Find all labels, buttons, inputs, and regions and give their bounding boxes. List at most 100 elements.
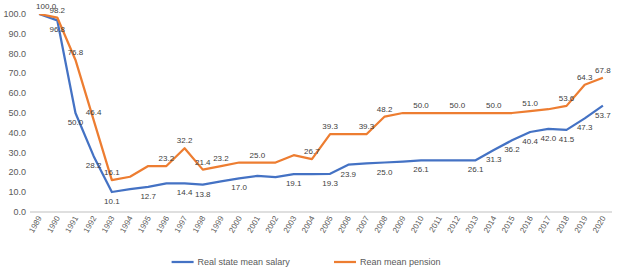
- x-tick-label: 2019: [573, 214, 590, 234]
- data-label: 36.2: [504, 145, 520, 154]
- x-tick-label: 1999: [209, 214, 226, 234]
- data-label: 50.0: [413, 101, 429, 110]
- x-tick-label: 2000: [227, 214, 244, 234]
- data-label: 39.3: [359, 122, 375, 131]
- data-label: 40.4: [522, 137, 538, 146]
- data-label: 50.0: [68, 118, 84, 127]
- x-tick-label: 2015: [500, 214, 517, 234]
- data-label: 42.0: [541, 134, 557, 143]
- data-label: 76.8: [68, 48, 84, 57]
- x-tick-label: 2016: [518, 214, 535, 234]
- series-line: [39, 14, 603, 180]
- x-tick-label: 2008: [373, 214, 390, 234]
- x-axis: [30, 212, 612, 213]
- x-tick-label: 1994: [118, 214, 135, 234]
- data-label: 21.4: [195, 158, 211, 167]
- x-tick-label: 2013: [464, 214, 481, 234]
- data-label: 23.2: [213, 154, 229, 163]
- x-tick-label: 1989: [27, 214, 44, 234]
- data-label: 41.5: [559, 135, 575, 144]
- x-tick-label: 1993: [100, 214, 117, 234]
- data-label: 46.4: [86, 108, 102, 117]
- x-tick-label: 2012: [445, 214, 462, 234]
- data-label: 98.2: [49, 6, 65, 15]
- data-label: 50.0: [450, 101, 466, 110]
- data-label: 96.8: [49, 25, 65, 34]
- x-tick-label: 1995: [136, 214, 153, 234]
- chart: 0.0 10.0 20.0 30.0 40.0 50.0 60.0 70.0 80.0 90.0 1…: [0, 0, 619, 275]
- x-tick-label: 2018: [555, 214, 572, 234]
- y-tick-label: 0.0: [13, 207, 26, 217]
- x-tick-label: 1997: [173, 214, 190, 234]
- x-tick-label: 2006: [336, 214, 353, 234]
- data-label: 26.7: [304, 147, 320, 156]
- x-tick-label: 2010: [409, 214, 426, 234]
- data-label: 26.1: [413, 165, 429, 174]
- data-label: 17.0: [231, 183, 247, 192]
- data-label: 67.8: [595, 66, 611, 75]
- tick-mark: [27, 93, 30, 94]
- tick-mark: [27, 132, 30, 133]
- x-tick-label: 2014: [482, 214, 499, 234]
- tick-mark: [27, 152, 30, 153]
- legend-label: Real state mean salary: [198, 257, 291, 267]
- y-tick-label: 80.0: [8, 49, 26, 59]
- data-label: 53.6: [559, 94, 575, 103]
- x-tick-label: 2001: [245, 214, 262, 234]
- tick-mark: [27, 172, 30, 173]
- data-label: 16.1: [104, 168, 120, 177]
- x-tick-label: 2004: [300, 214, 317, 234]
- x-tick-label: 2007: [355, 214, 372, 234]
- data-label: 19.1: [286, 179, 302, 188]
- data-label: 50.0: [486, 101, 502, 110]
- tick-mark: [27, 192, 30, 193]
- y-tick-label: 100.0: [3, 9, 26, 19]
- tick-mark: [27, 53, 30, 54]
- legend-swatch: [334, 261, 356, 263]
- x-tick-label: 1991: [64, 214, 81, 234]
- tick-mark: [27, 113, 30, 114]
- data-label: 23.2: [159, 154, 175, 163]
- y-tick-label: 40.0: [8, 128, 26, 138]
- x-tick-label: 1992: [82, 214, 99, 234]
- data-label: 14.4: [177, 188, 193, 197]
- x-tick-label: 2017: [536, 214, 553, 234]
- plot-area: [39, 14, 603, 192]
- data-label: 25.0: [377, 168, 393, 177]
- data-label: 47.3: [577, 123, 593, 132]
- tick-mark: [27, 73, 30, 74]
- data-label: 10.1: [104, 197, 120, 206]
- y-tick-label: 30.0: [8, 148, 26, 158]
- y-tick-label: 90.0: [8, 29, 26, 39]
- x-tick-label: 2003: [282, 214, 299, 234]
- x-tick-label: 2020: [591, 214, 608, 234]
- tick-mark: [27, 33, 30, 34]
- y-tick-label: 60.0: [8, 88, 26, 98]
- data-label: 19.3: [322, 179, 338, 188]
- data-label: 51.0: [522, 99, 538, 108]
- y-tick-label: 20.0: [8, 167, 26, 177]
- x-tick-label: 2011: [428, 214, 445, 234]
- x-tick-label: 2002: [264, 214, 281, 234]
- data-label: 25.0: [250, 151, 266, 160]
- legend-swatch: [172, 261, 194, 263]
- data-label: 32.2: [177, 136, 193, 145]
- data-label: 39.3: [322, 122, 338, 131]
- x-tick-label: 2009: [391, 214, 408, 234]
- x-tick-label: 1996: [154, 214, 171, 234]
- tick-mark: [27, 212, 30, 213]
- data-label: 48.2: [377, 105, 393, 114]
- series-line: [39, 14, 603, 192]
- data-label: 13.8: [195, 190, 211, 199]
- data-label: 12.7: [140, 192, 156, 201]
- data-label: 31.3: [486, 155, 502, 164]
- data-label: 26.1: [468, 165, 484, 174]
- y-tick-label: 10.0: [8, 187, 26, 197]
- x-tick-label: 1990: [45, 214, 62, 234]
- data-label: 23.9: [340, 170, 356, 179]
- y-tick-label: 70.0: [8, 68, 26, 78]
- y-tick-label: 50.0: [8, 108, 26, 118]
- legend-label: Rean mean pension: [360, 257, 441, 267]
- x-tick-label: 2005: [318, 214, 335, 234]
- data-label: 28.2: [86, 161, 102, 170]
